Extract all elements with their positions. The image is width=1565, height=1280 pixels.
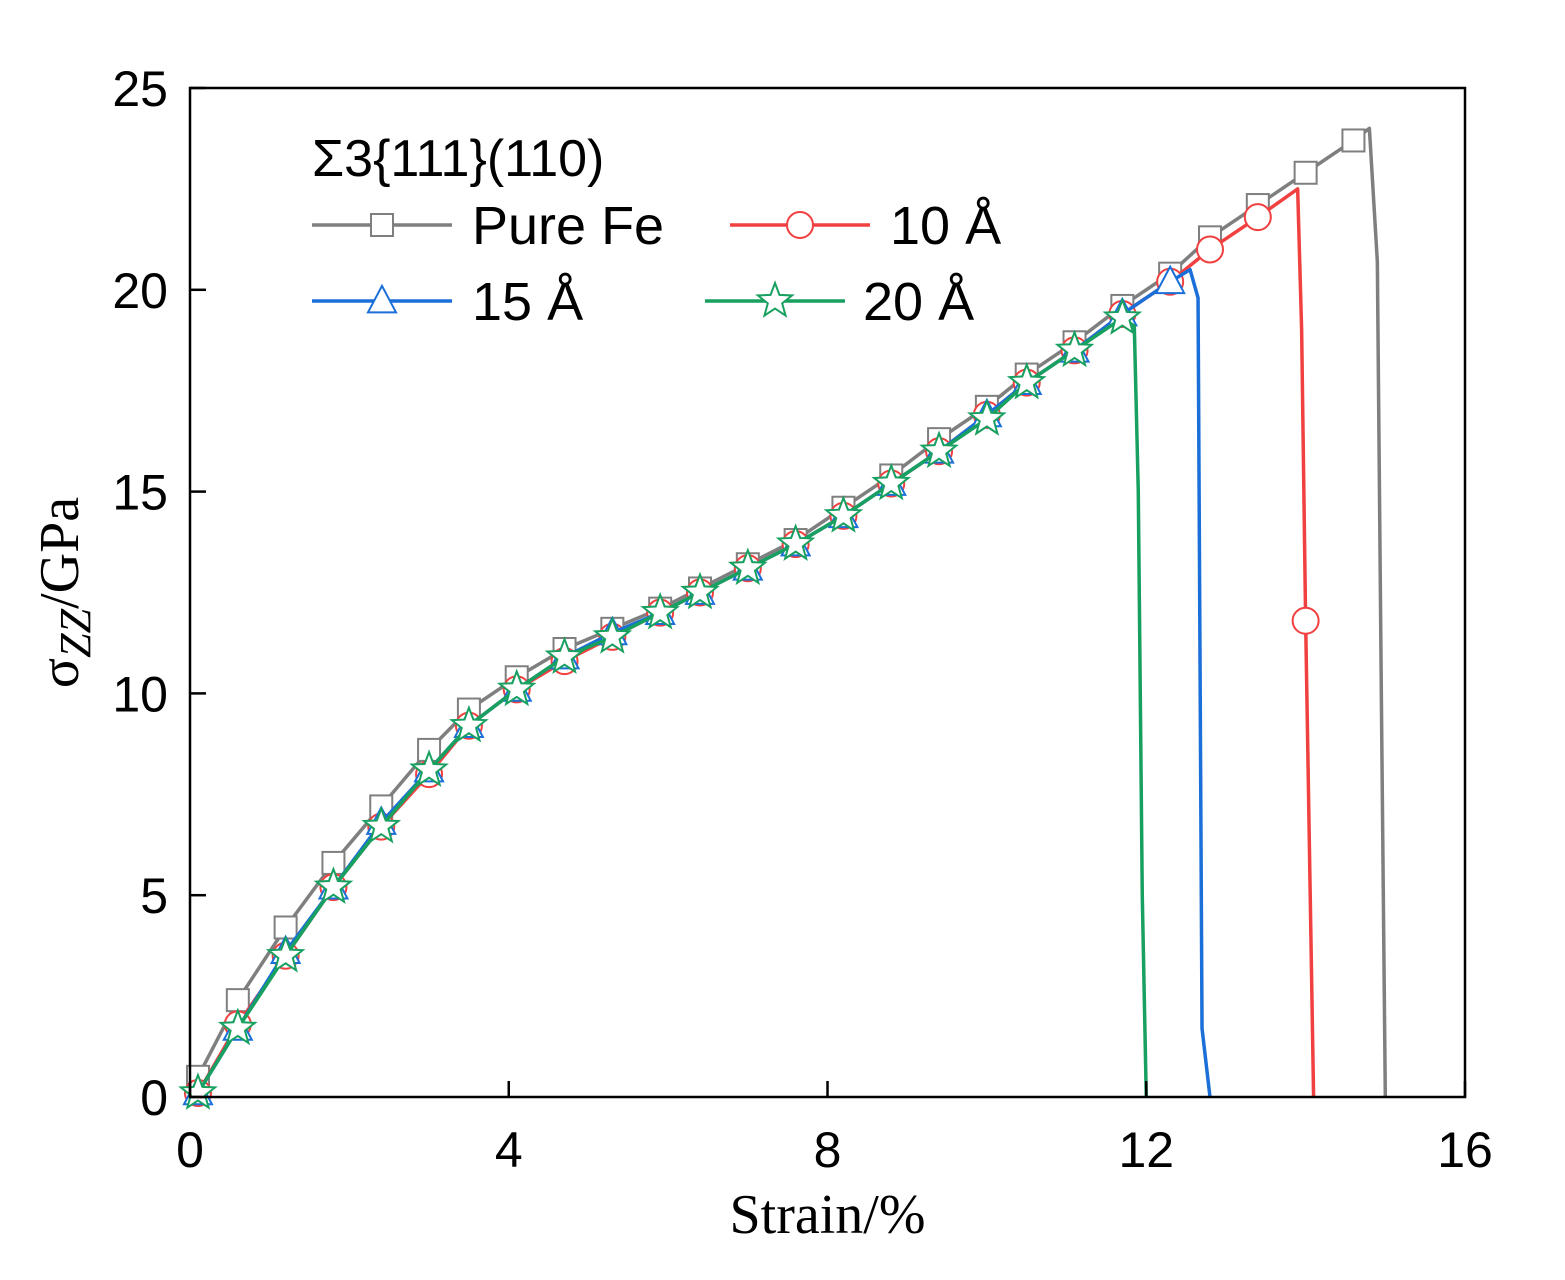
star-marker xyxy=(640,591,680,630)
circle-marker xyxy=(786,211,814,239)
y-tick-label: 25 xyxy=(112,61,168,117)
series-line xyxy=(196,267,1212,1098)
legend-entries: Pure Fe 10 Å 15 Å 20 Å xyxy=(312,196,1001,332)
legend-entry-2: 15 Å xyxy=(312,272,583,332)
y-tick-label: 20 xyxy=(112,263,168,319)
star-marker xyxy=(178,1072,218,1110)
x-tick-label: 16 xyxy=(1437,1122,1493,1178)
square-marker xyxy=(1341,128,1366,153)
legend-entry-3: 20 Å xyxy=(705,272,974,332)
star-marker xyxy=(313,866,354,904)
legend-label: 15 Å xyxy=(472,272,583,332)
star-marker xyxy=(265,934,306,973)
y-axis-title-subscript: ZZ xyxy=(51,608,100,657)
star-marker xyxy=(1054,329,1095,368)
star-marker xyxy=(871,462,912,501)
square-marker xyxy=(370,213,394,237)
legend-entry-1: 10 Å xyxy=(730,196,1001,256)
star-marker xyxy=(592,616,633,654)
circle-marker xyxy=(1243,203,1272,232)
series-2 xyxy=(182,264,1212,1106)
triangle-marker xyxy=(1154,264,1186,295)
x-tick-label: 12 xyxy=(1118,1122,1174,1178)
y-axis-title: σZZ/GPa xyxy=(29,497,100,688)
y-tick-label: 0 xyxy=(140,1070,168,1126)
legend-label: Pure Fe xyxy=(472,196,664,256)
star-marker xyxy=(755,280,795,318)
square-marker xyxy=(1293,160,1318,185)
star-marker xyxy=(544,636,585,674)
star-marker xyxy=(217,1007,258,1046)
circle-marker xyxy=(1291,606,1320,635)
star-marker xyxy=(775,523,816,561)
star-marker xyxy=(823,494,864,533)
star-marker xyxy=(496,668,537,707)
legend-entry-0: Pure Fe xyxy=(312,196,664,256)
legend-label: 10 Å xyxy=(890,196,1001,256)
star-marker xyxy=(449,704,489,743)
x-tick-label: 0 xyxy=(176,1122,204,1178)
star-marker xyxy=(680,571,720,610)
star-marker xyxy=(361,805,402,844)
legend-label: 20 Å xyxy=(863,272,974,332)
star-marker xyxy=(409,749,449,787)
series-line xyxy=(196,126,1388,1098)
series-3 xyxy=(178,297,1148,1110)
y-tick-label: 15 xyxy=(112,465,168,521)
y-tick-label: 5 xyxy=(140,868,168,924)
series-line xyxy=(196,316,1148,1098)
series-layer xyxy=(178,126,1388,1110)
x-tick-label: 4 xyxy=(495,1122,523,1178)
triangle-marker xyxy=(366,283,398,314)
circle-marker xyxy=(1196,235,1224,264)
star-marker xyxy=(967,398,1007,436)
y-axis-title-symbol: σ xyxy=(29,658,91,688)
ticks-layer: 0 4 8 12 16 0 5 10 15 20 25 xyxy=(112,61,1492,1178)
x-axis-title: Strain/% xyxy=(730,1184,926,1246)
series-1 xyxy=(183,187,1320,1107)
star-marker xyxy=(1006,361,1047,400)
y-tick-label: 10 xyxy=(112,666,168,722)
legend: Σ3{111}(110) Pure Fe 10 Å 15 Å 20 Å xyxy=(312,130,1001,332)
star-marker xyxy=(1102,297,1143,335)
x-tick-label: 8 xyxy=(814,1122,842,1178)
legend-title: Σ3{111}(110) xyxy=(312,130,604,188)
star-marker xyxy=(919,430,959,469)
y-axis-title-unit: /GPa xyxy=(29,497,91,609)
plot-frame xyxy=(188,86,1467,1099)
series-line xyxy=(196,187,1316,1098)
star-marker xyxy=(727,547,768,586)
series-0 xyxy=(185,126,1388,1098)
